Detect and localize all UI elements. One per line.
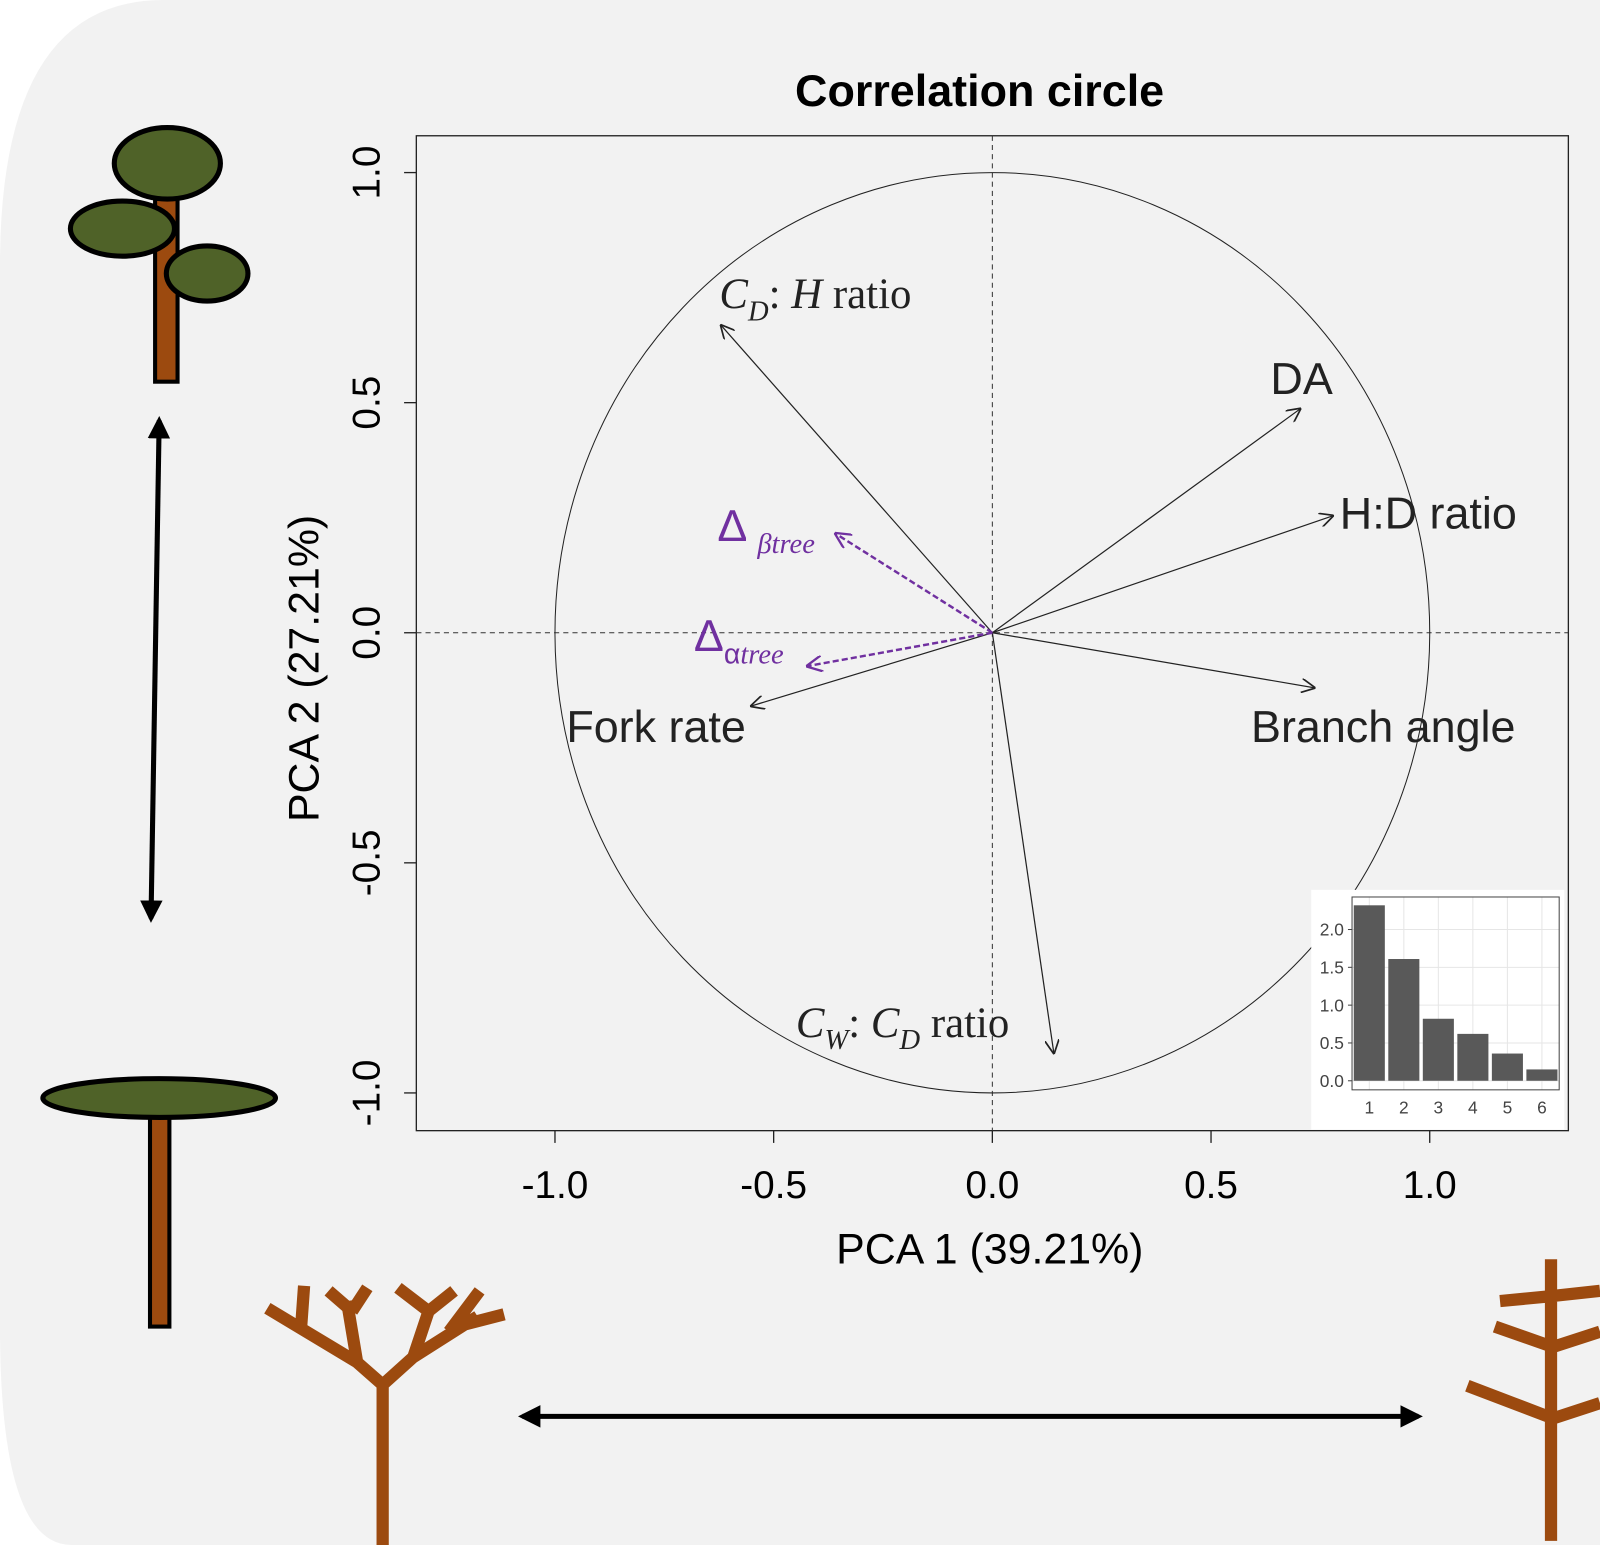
y-tick-label: 1.0 <box>346 146 389 200</box>
tree-icon-flat <box>40 1076 279 1329</box>
loading-arrow <box>992 515 1334 634</box>
vertical-arrow <box>140 415 171 923</box>
loading-label: DA <box>1270 353 1332 404</box>
inset-background <box>1311 889 1565 1130</box>
loading-label: H:D ratio <box>1340 488 1517 539</box>
x-tick-label: -0.5 <box>740 1164 807 1207</box>
label-text: H:D ratio <box>1340 488 1517 539</box>
loading-arrow <box>750 632 993 707</box>
loading-label: Δαtree <box>694 610 784 670</box>
loading-label: CW: CD ratio <box>796 1000 1009 1056</box>
label-text: Branch angle <box>1251 701 1515 752</box>
x-tick-label: 1 <box>1364 1097 1374 1117</box>
label-subscript: tree <box>740 639 784 670</box>
label-subscript: D <box>747 296 769 327</box>
loading-arrow <box>720 324 993 634</box>
loading-label: Branch angle <box>1251 701 1515 752</box>
label-text: ratio <box>920 1000 1009 1047</box>
label-subscript: D <box>898 1025 920 1056</box>
x-tick-label: 2 <box>1399 1097 1409 1117</box>
label-text: H <box>790 271 824 318</box>
chart-title: Correlation circle <box>795 65 1164 116</box>
x-tick-label: 1.0 <box>1403 1164 1457 1207</box>
y-axis-label: PCA 2 (27.21%) <box>280 515 328 822</box>
x-tick-label: 3 <box>1434 1097 1444 1117</box>
loading-arrow <box>806 631 993 667</box>
y-tick-label: -0.5 <box>346 829 389 896</box>
unit-circle <box>554 172 1431 1094</box>
tree-icon-forked <box>264 1282 506 1545</box>
y-tick-label: 1.0 <box>1320 995 1344 1015</box>
bar <box>1491 1053 1523 1081</box>
loading-arrow <box>992 632 1315 688</box>
bar <box>1388 959 1420 1081</box>
label-text: Δ <box>717 500 757 551</box>
bar <box>1353 905 1385 1081</box>
x-tick-label: 4 <box>1468 1097 1478 1117</box>
y-tick-label: 0.5 <box>1320 1033 1344 1053</box>
y-tick-label: 2.0 <box>1320 920 1344 940</box>
loading-label: Fork rate <box>566 701 746 752</box>
bar <box>1422 1018 1454 1081</box>
x-tick-label: -1.0 <box>522 1164 589 1207</box>
label-text: Δ <box>694 610 724 661</box>
y-tick-label: 0.5 <box>346 376 389 430</box>
label-subscript: βtree <box>756 529 815 560</box>
label-text: ratio <box>822 271 911 318</box>
bar <box>1526 1069 1558 1081</box>
label-text: : <box>769 271 792 318</box>
inset-frame <box>1351 896 1560 1091</box>
x-tick-label: 0.5 <box>1184 1164 1238 1207</box>
label-text: C <box>871 1000 900 1047</box>
label-text: Fork rate <box>566 701 746 752</box>
tree-icon-round <box>67 125 251 384</box>
y-tick-label: 0.0 <box>1320 1071 1344 1091</box>
bar <box>1457 1033 1489 1081</box>
x-tick-label: 0.0 <box>965 1164 1019 1207</box>
label-text: C <box>719 271 748 318</box>
x-tick-label: 5 <box>1503 1097 1513 1117</box>
label-text: C <box>796 1000 825 1047</box>
y-tick-label: 1.5 <box>1320 957 1344 977</box>
label-text: DA <box>1270 353 1332 404</box>
loading-arrow <box>991 408 1301 634</box>
loading-arrow <box>834 533 994 634</box>
y-tick-label: -1.0 <box>346 1060 389 1127</box>
label-text: : <box>848 1000 871 1047</box>
y-tick-label: 0.0 <box>346 606 389 660</box>
loading-label: Δ βtree <box>717 500 815 560</box>
x-tick-label: 6 <box>1537 1097 1547 1117</box>
loading-arrow <box>991 632 1054 1055</box>
x-axis-label: PCA 1 (39.21%) <box>836 1225 1143 1273</box>
tree-icon-monopodial <box>1465 1259 1600 1541</box>
loading-label: CD: H ratio <box>719 271 911 327</box>
label-subscript: W <box>824 1025 850 1056</box>
label-subscript: α <box>724 638 741 670</box>
